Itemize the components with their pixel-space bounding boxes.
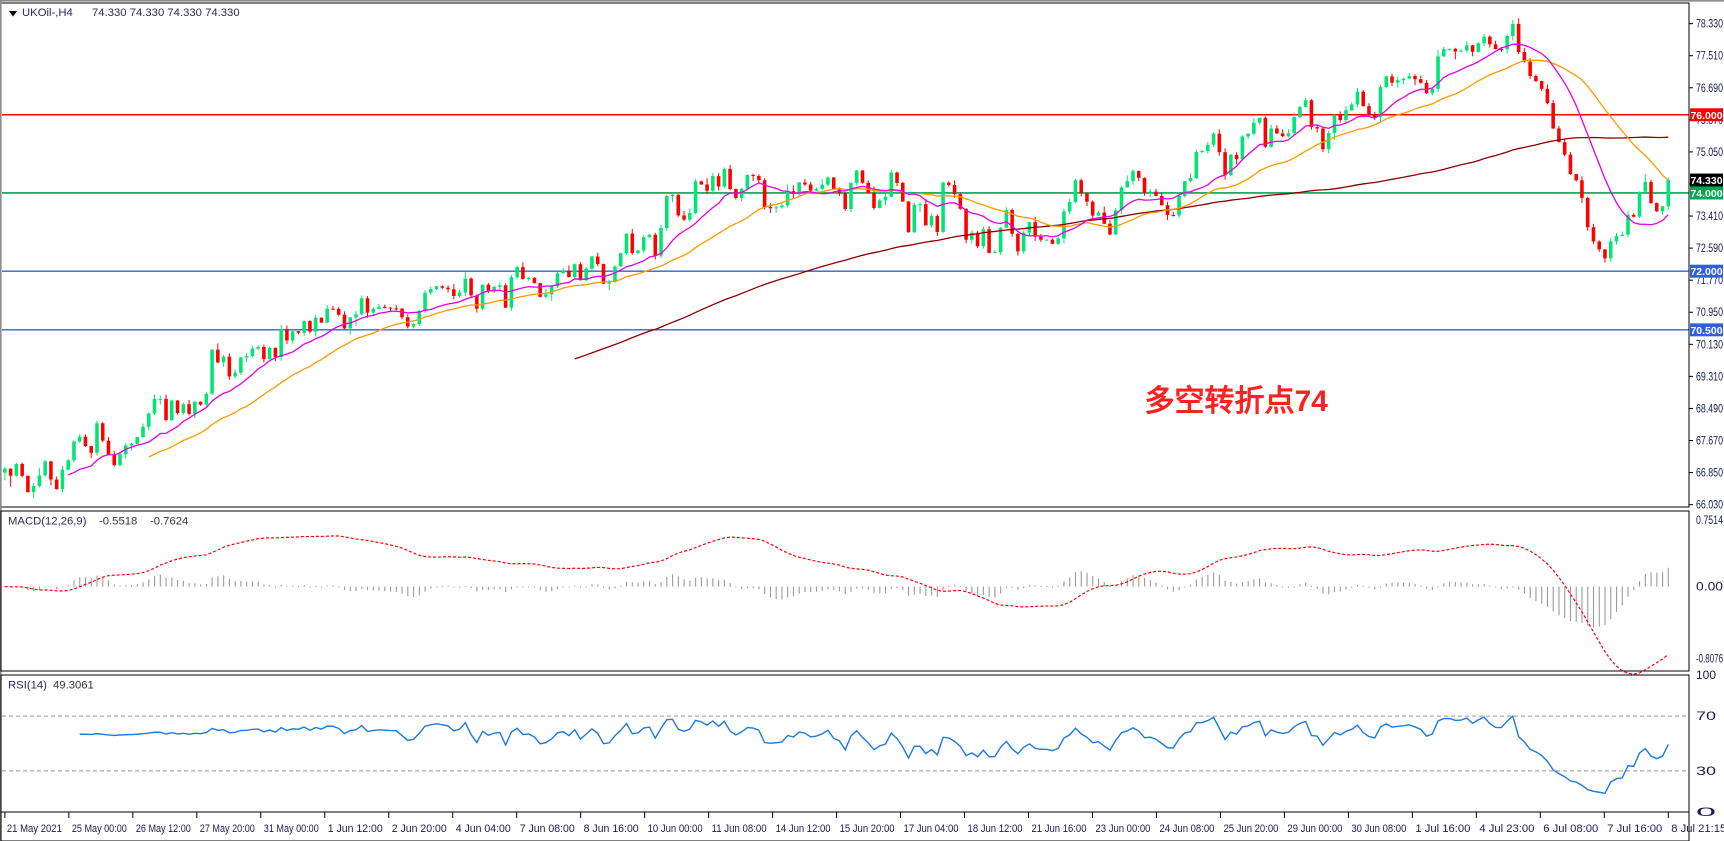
svg-text:78.330: 78.330: [1696, 19, 1723, 31]
svg-text:69.310: 69.310: [1696, 371, 1723, 383]
svg-text:70: 70: [1696, 711, 1716, 723]
svg-text:25 May 00:00: 25 May 00:00: [72, 823, 127, 835]
svg-text:7 Jun 08:00: 7 Jun 08:00: [520, 823, 575, 835]
svg-text:23 Jun 00:00: 23 Jun 00:00: [1095, 823, 1150, 835]
svg-text:24 Jun 08:00: 24 Jun 08:00: [1159, 823, 1214, 835]
svg-text:67.670: 67.670: [1696, 436, 1723, 448]
svg-text:UKOil-,H4: UKOil-,H4: [22, 7, 73, 19]
svg-text:4 Jun 04:00: 4 Jun 04:00: [456, 823, 511, 835]
svg-text:76.000: 76.000: [1690, 110, 1722, 122]
svg-text:74.330: 74.330: [1690, 175, 1722, 187]
svg-text:8 Jun 16:00: 8 Jun 16:00: [584, 823, 639, 835]
svg-text:74.330 74.330 74.330 74.330: 74.330 74.330 74.330 74.330: [92, 7, 240, 19]
svg-text:14 Jun 12:00: 14 Jun 12:00: [776, 823, 831, 835]
svg-text:70.950: 70.950: [1696, 307, 1723, 319]
svg-text:17 Jun 04:00: 17 Jun 04:00: [904, 823, 959, 835]
svg-text:MACD(12,26,9): MACD(12,26,9): [8, 516, 87, 528]
svg-text:0.00: 0.00: [1696, 582, 1723, 594]
svg-text:-0.8076: -0.8076: [1696, 653, 1723, 665]
svg-text:21 May 2021: 21 May 2021: [7, 823, 62, 835]
svg-text:18 Jun 12:00: 18 Jun 12:00: [968, 823, 1023, 835]
svg-text:70.130: 70.130: [1696, 339, 1723, 351]
svg-text:10 Jun 00:00: 10 Jun 00:00: [648, 823, 703, 835]
svg-text:21 Jun 16:00: 21 Jun 16:00: [1032, 823, 1087, 835]
svg-text:8 Jul 21:15: 8 Jul 21:15: [1671, 823, 1724, 835]
svg-text:-0.7624: -0.7624: [150, 516, 188, 528]
svg-text:72.590: 72.590: [1696, 243, 1723, 255]
svg-text:多空转折点74: 多空转折点74: [1145, 385, 1329, 418]
svg-text:-0.5518: -0.5518: [99, 516, 137, 528]
svg-text:73.410: 73.410: [1696, 211, 1723, 223]
svg-text:25 Jun 20:00: 25 Jun 20:00: [1223, 823, 1278, 835]
svg-text:6 Jul 08:00: 6 Jul 08:00: [1543, 823, 1598, 835]
svg-text:100: 100: [1696, 670, 1716, 682]
svg-text:4 Jul 23:00: 4 Jul 23:00: [1479, 823, 1534, 835]
svg-text:31 May 00:00: 31 May 00:00: [264, 823, 319, 835]
svg-text:0.7514: 0.7514: [1696, 515, 1723, 527]
svg-text:76.690: 76.690: [1696, 83, 1723, 95]
svg-text:66.030: 66.030: [1696, 500, 1723, 512]
svg-text:74.000: 74.000: [1690, 188, 1722, 200]
svg-text:30: 30: [1696, 766, 1716, 778]
svg-text:70.500: 70.500: [1690, 325, 1722, 337]
svg-text:77.510: 77.510: [1696, 51, 1723, 63]
svg-text:49.3061: 49.3061: [53, 680, 94, 692]
svg-text:29 Jun 00:00: 29 Jun 00:00: [1287, 823, 1342, 835]
svg-text:72.000: 72.000: [1690, 266, 1722, 278]
svg-text:11 Jun 08:00: 11 Jun 08:00: [712, 823, 767, 835]
svg-text:15 Jun 20:00: 15 Jun 20:00: [840, 823, 895, 835]
svg-text:1 Jun 12:00: 1 Jun 12:00: [328, 823, 383, 835]
svg-text:1 Jul 16:00: 1 Jul 16:00: [1415, 823, 1470, 835]
svg-text:0: 0: [1696, 807, 1716, 819]
svg-text:26 May 12:00: 26 May 12:00: [136, 823, 191, 835]
svg-text:7 Jul 16:00: 7 Jul 16:00: [1607, 823, 1662, 835]
svg-text:27 May 20:00: 27 May 20:00: [200, 823, 255, 835]
svg-text:66.850: 66.850: [1696, 468, 1723, 480]
svg-text:2 Jun 20:00: 2 Jun 20:00: [392, 823, 447, 835]
svg-text:RSI(14): RSI(14): [8, 680, 47, 692]
svg-text:30 Jun 08:00: 30 Jun 08:00: [1351, 823, 1406, 835]
svg-text:75.050: 75.050: [1696, 147, 1723, 159]
svg-text:68.490: 68.490: [1696, 403, 1723, 415]
